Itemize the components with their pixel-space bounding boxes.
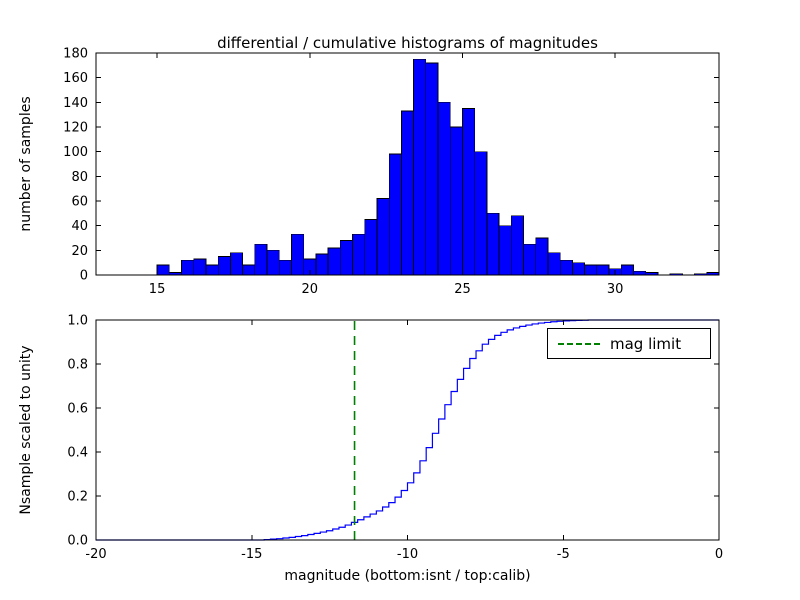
svg-text:15: 15 bbox=[149, 282, 166, 297]
svg-text:180: 180 bbox=[63, 47, 88, 62]
svg-text:-5: -5 bbox=[557, 547, 570, 562]
svg-text:140: 140 bbox=[63, 96, 88, 111]
svg-text:25: 25 bbox=[454, 282, 471, 297]
svg-text:0.6: 0.6 bbox=[67, 402, 88, 417]
bottom-y-axis-label: Nsample scaled to unity bbox=[18, 345, 34, 515]
svg-text:20: 20 bbox=[71, 244, 88, 259]
bottom-cumulative-axes: -20 -15 -10 -5 0 0.0 0.2 0.4 0.6 0.8 1.0 bbox=[67, 314, 723, 563]
top-y-axis-label: number of samples bbox=[18, 96, 34, 232]
svg-text:-10: -10 bbox=[397, 547, 418, 562]
svg-text:-15: -15 bbox=[241, 547, 262, 562]
chart-title: differential / cumulative histograms of … bbox=[217, 34, 598, 52]
svg-text:20: 20 bbox=[302, 282, 319, 297]
svg-text:120: 120 bbox=[63, 121, 88, 136]
svg-text:-20: -20 bbox=[85, 547, 106, 562]
svg-text:0: 0 bbox=[80, 269, 88, 284]
svg-text:0: 0 bbox=[715, 547, 723, 562]
svg-text:0.4: 0.4 bbox=[67, 446, 88, 461]
dashed-line-swatch bbox=[558, 342, 600, 345]
svg-text:80: 80 bbox=[71, 170, 88, 185]
svg-text:0.0: 0.0 bbox=[67, 534, 88, 549]
svg-text:160: 160 bbox=[63, 71, 88, 86]
legend: mag limit bbox=[547, 328, 711, 359]
svg-text:30: 30 bbox=[607, 282, 624, 297]
svg-text:0.8: 0.8 bbox=[67, 358, 88, 373]
legend-label: mag limit bbox=[610, 334, 682, 353]
svg-text:40: 40 bbox=[71, 219, 88, 234]
svg-text:60: 60 bbox=[71, 195, 88, 210]
top-histogram-axes: 15 20 25 30 0 20 40 60 80 100 120 140 160 180 bbox=[63, 47, 720, 297]
svg-text:1.0: 1.0 bbox=[67, 314, 88, 329]
svg-text:0.2: 0.2 bbox=[67, 490, 88, 505]
bottom-x-axis-label: magnitude (bottom:isnt / top:calib) bbox=[284, 568, 531, 584]
svg-text:100: 100 bbox=[63, 145, 88, 160]
